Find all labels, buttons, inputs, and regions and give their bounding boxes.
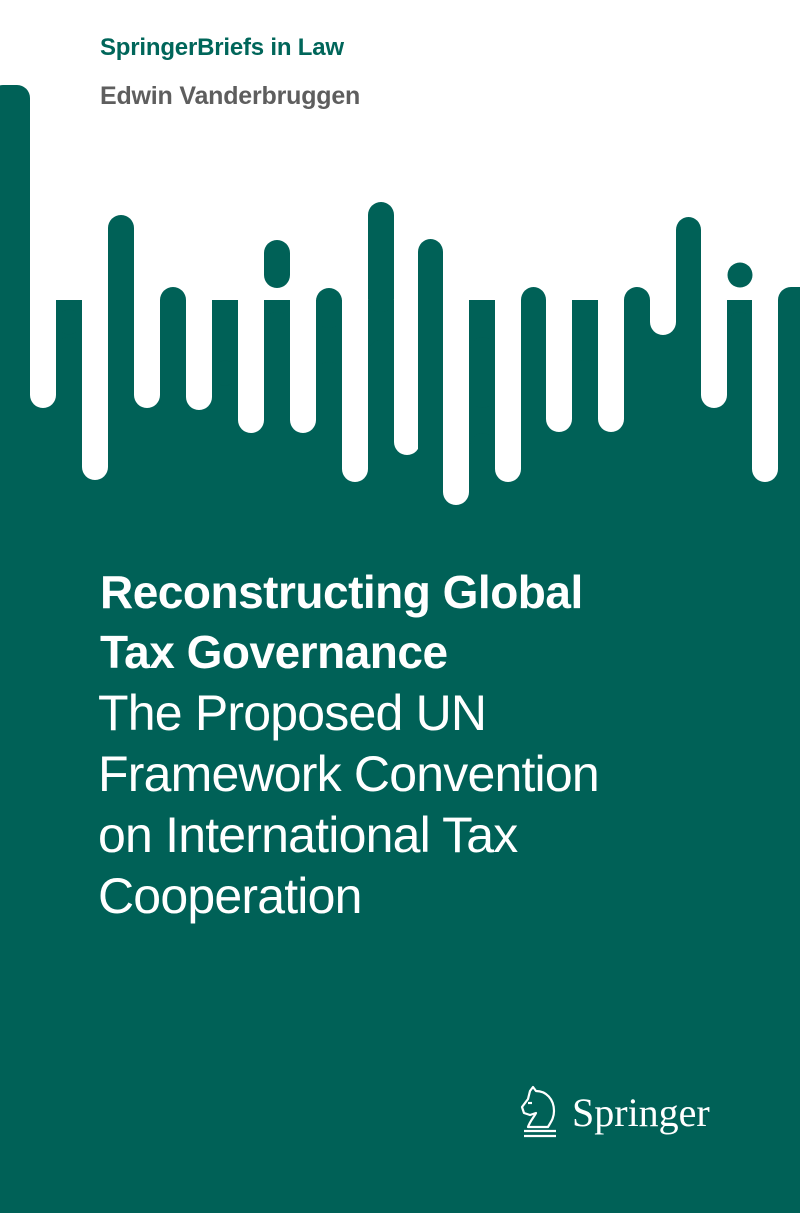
subtitle-line: Cooperation bbox=[98, 868, 362, 924]
pattern-gap bbox=[752, 0, 778, 482]
book-title: Reconstructing Global Tax Governance bbox=[100, 562, 780, 682]
pattern-bar bbox=[418, 239, 443, 1213]
pattern-dot bbox=[56, 309, 82, 335]
pattern-bar bbox=[316, 362, 342, 1213]
pattern-gap bbox=[495, 0, 521, 482]
pattern-pill bbox=[470, 337, 495, 408]
publisher-logo: Springer bbox=[518, 1085, 710, 1139]
pattern-bar bbox=[624, 287, 650, 1213]
pattern-bar bbox=[56, 337, 82, 1213]
pattern-gap bbox=[342, 0, 368, 482]
pattern-gap bbox=[30, 0, 56, 408]
series-name: SpringerBriefs in Law bbox=[100, 34, 344, 61]
pattern-gap bbox=[650, 0, 676, 335]
pattern-bar bbox=[368, 340, 394, 1213]
pattern-pill bbox=[264, 240, 290, 288]
pattern-bar bbox=[470, 433, 495, 1213]
pattern-bar bbox=[264, 312, 290, 1213]
pattern-gap bbox=[598, 0, 624, 432]
pattern-pill bbox=[316, 288, 342, 328]
title-line: Tax Governance bbox=[100, 626, 448, 678]
pattern-bar bbox=[212, 385, 238, 1213]
pattern-bar bbox=[572, 360, 598, 1213]
pattern-pill bbox=[368, 202, 394, 312]
pattern-gap bbox=[238, 0, 264, 433]
pattern-gap bbox=[134, 0, 160, 408]
subtitle-line: on International Tax bbox=[98, 807, 518, 863]
pattern-gap bbox=[546, 0, 572, 432]
pattern-gap bbox=[701, 0, 727, 408]
author-name: Edwin Vanderbruggen bbox=[100, 82, 361, 110]
pattern-bar bbox=[521, 287, 546, 1213]
pattern-gap bbox=[290, 0, 316, 433]
pattern-bar bbox=[160, 287, 186, 1213]
publisher-name: Springer bbox=[572, 1089, 710, 1135]
pattern-gap bbox=[82, 0, 108, 480]
knight-horse-icon bbox=[520, 1085, 556, 1138]
pattern-bar bbox=[778, 287, 800, 1213]
book-subtitle: The Proposed UN Framework Convention on … bbox=[98, 683, 788, 927]
title-line: Reconstructing Global bbox=[100, 566, 583, 618]
pattern-gap bbox=[443, 0, 469, 505]
pattern-dot bbox=[727, 262, 753, 288]
pattern-bar bbox=[108, 215, 134, 1213]
pattern-bar bbox=[676, 217, 701, 1213]
pattern-bar bbox=[727, 312, 752, 1213]
pattern-bar bbox=[0, 85, 30, 1213]
pattern-gap bbox=[394, 0, 420, 455]
pattern-gap bbox=[186, 0, 212, 410]
subtitle-line: The Proposed UN bbox=[98, 685, 487, 741]
subtitle-line: Framework Convention bbox=[98, 746, 600, 802]
pattern-dot bbox=[212, 360, 238, 386]
